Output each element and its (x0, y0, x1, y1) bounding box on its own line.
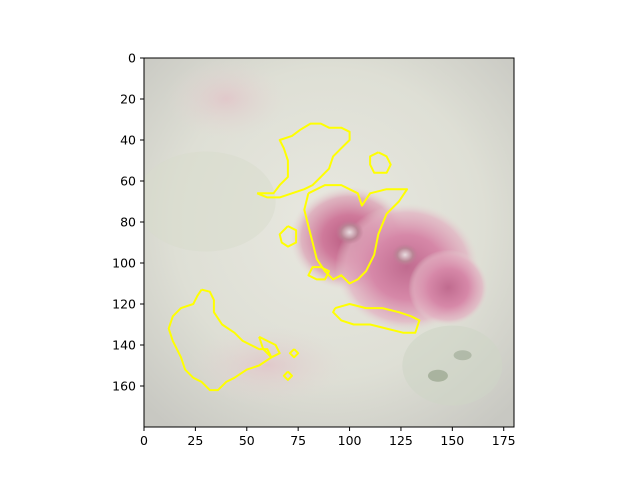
background-foliage (402, 325, 503, 406)
leaf (453, 350, 472, 361)
y-tick-label: 60 (120, 174, 136, 189)
leaf (427, 369, 448, 382)
y-tick-label: 140 (112, 338, 136, 353)
y-tick-label: 20 (120, 92, 136, 107)
x-tick-label: 50 (239, 433, 255, 448)
y-tick-label: 160 (112, 379, 136, 394)
contour-line (288, 348, 300, 359)
background-blossom (187, 325, 348, 406)
y-tick-label: 0 (128, 51, 136, 66)
rose-flower (408, 249, 489, 326)
x-tick-label: 100 (338, 433, 362, 448)
rose-center (392, 243, 419, 266)
y-tick-label: 120 (112, 297, 136, 312)
contour-line (256, 122, 351, 199)
flower-image (144, 58, 514, 427)
background-foliage (144, 151, 276, 252)
y-axis: 0 20 40 60 80 100 120 140 160 (112, 51, 144, 394)
x-tick-label: 175 (492, 433, 516, 448)
background-blossom (166, 59, 287, 139)
contour-line (332, 303, 421, 334)
contour-line (167, 288, 273, 392)
contour-line (303, 184, 409, 285)
y-tick-label: 40 (120, 133, 136, 148)
x-tick-label: 125 (389, 433, 413, 448)
contour-line (369, 151, 392, 174)
x-tick-label: 25 (187, 433, 203, 448)
x-tick-label: 150 (440, 433, 464, 448)
x-axis: 0 25 50 75 100 125 150 175 (140, 427, 516, 448)
contour-overlay (167, 122, 421, 392)
y-tick-label: 100 (112, 256, 136, 271)
axes-frame (143, 57, 515, 428)
rose-center (335, 220, 364, 245)
x-tick-label: 75 (290, 433, 306, 448)
y-tick-label: 80 (120, 215, 136, 230)
x-tick-label: 0 (140, 433, 148, 448)
contour-line (307, 266, 330, 281)
contour-line (258, 335, 281, 359)
contour-line (278, 225, 298, 248)
contour-line (282, 370, 293, 381)
